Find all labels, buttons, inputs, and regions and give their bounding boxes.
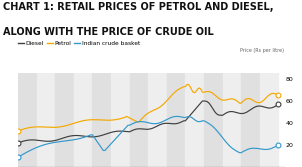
Bar <box>18 73 37 167</box>
Bar <box>37 73 55 167</box>
Bar <box>92 73 111 167</box>
Legend: Diesel, Petrol, Indian crude basket: Diesel, Petrol, Indian crude basket <box>18 41 140 46</box>
Bar <box>55 73 74 167</box>
Bar <box>111 73 130 167</box>
Bar <box>167 73 185 167</box>
Text: ALONG WITH THE PRICE OF CRUDE OIL: ALONG WITH THE PRICE OF CRUDE OIL <box>3 27 214 37</box>
Bar <box>130 73 148 167</box>
Bar <box>204 73 223 167</box>
Bar <box>74 73 92 167</box>
Text: CHART 1: RETAIL PRICES OF PETROL AND DIESEL,: CHART 1: RETAIL PRICES OF PETROL AND DIE… <box>3 2 274 12</box>
Bar <box>223 73 241 167</box>
Bar <box>185 73 204 167</box>
Text: Price (Rs per litre): Price (Rs per litre) <box>240 48 284 53</box>
Bar <box>260 73 278 167</box>
Bar <box>241 73 260 167</box>
Bar <box>148 73 167 167</box>
